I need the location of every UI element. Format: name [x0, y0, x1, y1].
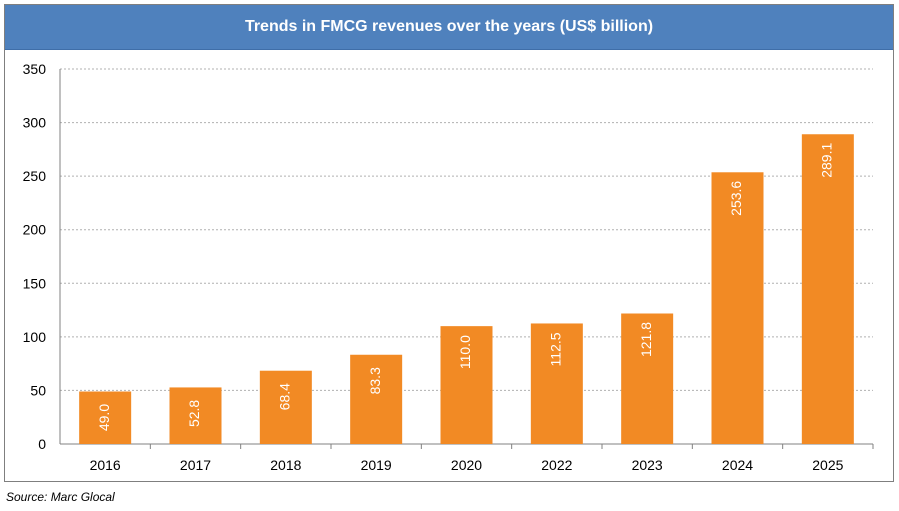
- y-tick-label: 150: [23, 275, 47, 291]
- x-tick-label: 2020: [451, 457, 482, 473]
- x-tick-label: 2018: [270, 457, 301, 473]
- bar: [350, 354, 403, 444]
- bar-value-label: 253.6: [728, 181, 744, 216]
- bar-value-label: 110.0: [457, 335, 473, 369]
- bar: [711, 172, 764, 445]
- x-tick-label: 2025: [812, 457, 843, 473]
- y-tick-label: 0: [38, 436, 46, 452]
- bar-value-label: 52.8: [186, 400, 202, 427]
- y-tick-label: 250: [23, 168, 47, 184]
- y-tick-label: 100: [23, 329, 47, 345]
- x-tick-label: 2019: [361, 457, 392, 473]
- bar: [621, 313, 674, 444]
- bar-value-label: 289.1: [819, 143, 835, 178]
- bar-value-label: 68.4: [277, 383, 293, 410]
- bar: [79, 391, 132, 444]
- bar-value-label: 83.3: [367, 367, 383, 394]
- bar: [801, 134, 854, 444]
- bar-value-label: 112.5: [548, 332, 564, 366]
- y-tick-label: 300: [23, 115, 47, 131]
- bar-value-label: 49.0: [96, 404, 112, 431]
- x-tick-label: 2023: [632, 457, 663, 473]
- bar-value-label: 121.8: [638, 322, 654, 357]
- x-tick-label: 2017: [180, 457, 211, 473]
- bar: [169, 387, 222, 444]
- y-tick-label: 350: [23, 61, 47, 77]
- bar: [530, 323, 583, 444]
- y-tick-label: 200: [23, 222, 47, 238]
- chart-title-bar: Trends in FMCG revenues over the years (…: [5, 5, 893, 50]
- bar: [440, 326, 493, 444]
- x-tick-label: 2016: [90, 457, 121, 473]
- chart-title: Trends in FMCG revenues over the years (…: [244, 18, 654, 35]
- y-tick-label: 50: [30, 382, 46, 398]
- x-tick-label: 2024: [722, 457, 753, 473]
- x-tick-label: 2022: [541, 457, 572, 473]
- source-note: Source: Marc Glocal: [6, 490, 115, 504]
- bar: [259, 370, 312, 444]
